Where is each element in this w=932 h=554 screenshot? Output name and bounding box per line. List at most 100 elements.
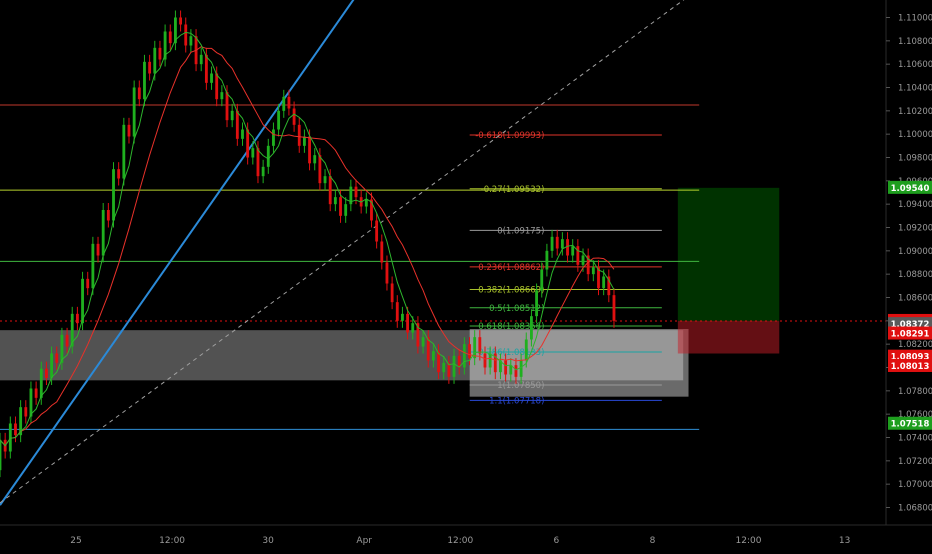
candle-body-93 bbox=[478, 337, 482, 354]
price-badge-6 bbox=[888, 358, 932, 372]
price-badge-label-3: 1.08372 bbox=[891, 320, 930, 330]
fib-level-label-5: 0.5(1.08512) bbox=[489, 304, 544, 314]
price-badges-layer: 1.095401.0839918:571.083721.082911.08093… bbox=[888, 180, 932, 430]
candle-body-57 bbox=[292, 108, 296, 125]
candle-body-16 bbox=[81, 278, 84, 324]
price-badge-label-7: 1.07518 bbox=[891, 420, 930, 430]
candle-body-84 bbox=[431, 351, 435, 361]
x-tick-label-1: 12:00 bbox=[159, 536, 185, 546]
candle-body-21 bbox=[106, 210, 110, 221]
candle-body-98 bbox=[504, 360, 508, 375]
candle-body-7 bbox=[34, 388, 38, 398]
candle-body-19 bbox=[96, 243, 100, 256]
candle-body-94 bbox=[483, 353, 487, 368]
candle-body-119 bbox=[612, 295, 616, 321]
candle-body-22 bbox=[112, 169, 115, 221]
candle-body-111 bbox=[571, 246, 575, 256]
candle-body-64 bbox=[328, 176, 332, 205]
candle-body-34 bbox=[174, 17, 177, 44]
candle-body-100 bbox=[514, 365, 518, 377]
candle-body-116 bbox=[597, 267, 600, 289]
price-badge-7 bbox=[888, 416, 932, 430]
fib-level-label-0: -0.618(1.09993) bbox=[475, 131, 544, 141]
zones-layer bbox=[0, 187, 780, 397]
price-badge-0 bbox=[888, 180, 932, 194]
blue-trendline bbox=[0, 0, 355, 506]
candle-body-87 bbox=[447, 362, 451, 377]
x-tick-label-3: Apr bbox=[356, 536, 372, 546]
candle-body-24 bbox=[122, 124, 126, 179]
candle-body-69 bbox=[354, 186, 358, 198]
fibonacci-layer: -0.618(1.09993) -0.27(1.09532) 0(1.09175) 0… bbox=[469, 131, 662, 406]
candle-body-59 bbox=[302, 136, 306, 146]
candle-body-101 bbox=[519, 360, 523, 377]
price-badge-label-5: 1.08093 bbox=[891, 353, 930, 363]
candle-body-27 bbox=[137, 87, 141, 100]
candle-body-52 bbox=[266, 145, 270, 167]
candle-body-106 bbox=[545, 250, 549, 270]
candle-body-36 bbox=[184, 24, 188, 46]
candle-body-68 bbox=[349, 186, 353, 205]
candle-body-102 bbox=[524, 339, 528, 361]
y-tick-label-17: 1.07600 bbox=[898, 410, 932, 420]
candle-body-32 bbox=[163, 31, 167, 60]
candle-body-15 bbox=[75, 313, 79, 324]
candle-body-53 bbox=[272, 129, 275, 146]
candle-body-2 bbox=[8, 423, 12, 452]
candle-body-9 bbox=[45, 368, 48, 378]
candle-body-65 bbox=[333, 197, 337, 205]
candle-body-33 bbox=[168, 31, 172, 44]
y-tick-label-11: 1.08800 bbox=[898, 270, 932, 280]
y-tick-label-4: 1.10200 bbox=[898, 107, 932, 117]
candle-body-39 bbox=[199, 54, 203, 65]
candle-body-95 bbox=[488, 353, 492, 368]
candle-body-107 bbox=[550, 236, 554, 251]
candle-body-110 bbox=[566, 239, 569, 256]
candle-body-105 bbox=[540, 269, 544, 291]
price-badge-label-6: 1.08013 bbox=[891, 362, 930, 372]
red-ma bbox=[0, 46, 615, 447]
candle-body-49 bbox=[251, 148, 255, 158]
candle-body-115 bbox=[591, 267, 595, 275]
candle-body-35 bbox=[179, 17, 182, 25]
candle-body-23 bbox=[117, 169, 121, 179]
dashed-trendline bbox=[0, 0, 685, 504]
y-tick-label-6: 1.09800 bbox=[898, 154, 932, 164]
candle-body-55 bbox=[282, 96, 286, 111]
candle-body-54 bbox=[277, 110, 281, 130]
y-tick-label-9: 1.09200 bbox=[898, 224, 932, 234]
candle-body-37 bbox=[189, 36, 193, 46]
candle-body-89 bbox=[457, 355, 461, 368]
candle-body-51 bbox=[261, 166, 265, 177]
candle-body-81 bbox=[416, 323, 420, 347]
candle-body-58 bbox=[297, 124, 301, 146]
candle-body-82 bbox=[421, 337, 425, 347]
candle-body-43 bbox=[220, 92, 224, 100]
y-tick-label-2: 1.10600 bbox=[898, 60, 932, 70]
fib-level-label-7: 0.786(1.08133) bbox=[478, 348, 544, 358]
y-tick-label-8: 1.09400 bbox=[898, 200, 932, 210]
fib-level-label-4: 0.382(1.08669) bbox=[478, 285, 544, 295]
candle-body-46 bbox=[235, 110, 239, 139]
candle-body-17 bbox=[86, 278, 90, 289]
candle-body-67 bbox=[344, 204, 348, 216]
candle-body-79 bbox=[406, 313, 410, 333]
candle-body-8 bbox=[39, 368, 43, 398]
candle-body-31 bbox=[158, 47, 162, 60]
x-tick-label-8: 13 bbox=[839, 536, 850, 546]
position-target-zone bbox=[677, 187, 780, 321]
moving-averages-layer bbox=[0, 31, 615, 447]
fib-level-label-2: 0(1.09175) bbox=[497, 226, 544, 236]
candle-body-56 bbox=[287, 96, 291, 109]
candle-body-88 bbox=[452, 355, 456, 377]
candle-body-63 bbox=[323, 176, 327, 184]
fib-level-label-9: 1.1(1.07718) bbox=[489, 396, 544, 406]
trendlines-layer bbox=[0, 0, 685, 506]
candle-body-97 bbox=[499, 360, 502, 373]
candle-body-18 bbox=[91, 243, 95, 289]
candle-body-20 bbox=[101, 210, 105, 256]
candle-body-4 bbox=[19, 407, 23, 436]
candle-body-6 bbox=[29, 388, 33, 417]
